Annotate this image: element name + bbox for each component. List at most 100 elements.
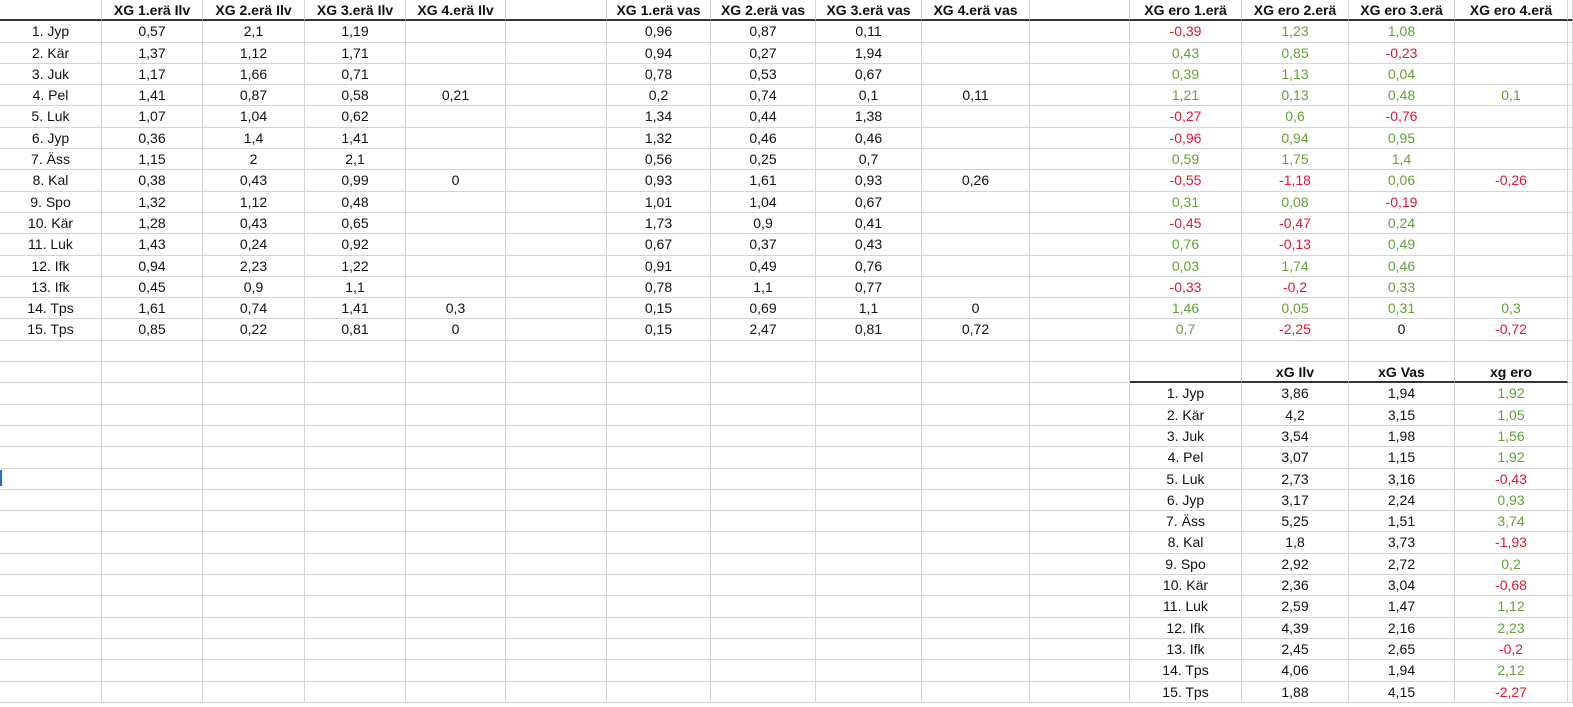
xg-ero-cell[interactable]: 0,46 <box>1349 255 1455 277</box>
cell[interactable] <box>922 553 1030 576</box>
cell[interactable] <box>1568 383 1573 405</box>
xg-vas-cell[interactable] <box>922 255 1030 277</box>
cell[interactable] <box>203 660 305 682</box>
cell[interactable] <box>1568 191 1573 213</box>
xg-ero-cell[interactable]: 1,46 <box>1130 298 1242 320</box>
xg-ero-cell[interactable]: 0,13 <box>1242 85 1349 107</box>
cell[interactable] <box>1030 63 1130 86</box>
xg-ilv-cell[interactable]: 1,28 <box>102 212 203 235</box>
cell[interactable] <box>0 447 102 469</box>
xg-ero-cell[interactable]: 0,1 <box>1455 85 1568 107</box>
summary-xg-ero[interactable]: 2,12 <box>1455 660 1568 682</box>
summary-xg-ilv[interactable]: 3,07 <box>1242 447 1349 469</box>
cell[interactable] <box>102 511 203 533</box>
cell[interactable] <box>711 575 816 597</box>
summary-team-label[interactable]: 8. Kal <box>1130 532 1242 554</box>
cell[interactable] <box>1568 276 1573 299</box>
cell[interactable] <box>1130 340 1242 363</box>
column-header-ilv[interactable]: XG 4.erä Ilv <box>406 0 506 22</box>
xg-ilv-cell[interactable]: 1,19 <box>305 21 406 43</box>
summary-header[interactable]: xG Ilv <box>1242 362 1349 384</box>
cell[interactable] <box>506 127 607 150</box>
summary-xg-vas[interactable]: 2,16 <box>1349 617 1455 639</box>
xg-vas-cell[interactable]: 0,53 <box>711 63 816 86</box>
cell[interactable] <box>816 362 922 384</box>
summary-team-label[interactable]: 12. Ifk <box>1130 617 1242 639</box>
cell[interactable] <box>1568 468 1573 490</box>
cell[interactable] <box>506 404 607 426</box>
cell[interactable] <box>1568 553 1573 576</box>
cell[interactable] <box>102 596 203 618</box>
summary-team-label[interactable]: 3. Juk <box>1130 425 1242 448</box>
xg-ilv-cell[interactable]: 1,17 <box>102 63 203 86</box>
cell[interactable] <box>711 425 816 448</box>
xg-ilv-cell[interactable]: 0,21 <box>406 85 506 107</box>
cell[interactable] <box>203 383 305 405</box>
cell[interactable] <box>1349 340 1455 363</box>
cell[interactable] <box>305 340 406 363</box>
xg-vas-cell[interactable]: 1,04 <box>711 191 816 213</box>
team-label[interactable]: 1. Jyp <box>0 21 102 43</box>
xg-vas-cell[interactable]: 1,1 <box>816 298 922 320</box>
cell[interactable] <box>305 362 406 384</box>
xg-ero-cell[interactable]: 1,21 <box>1130 85 1242 107</box>
summary-xg-ilv[interactable]: 3,17 <box>1242 489 1349 512</box>
cell[interactable] <box>816 532 922 554</box>
xg-ero-cell[interactable] <box>1455 63 1568 86</box>
cell[interactable] <box>506 191 607 213</box>
summary-xg-ilv[interactable]: 4,06 <box>1242 660 1349 682</box>
cell[interactable] <box>305 617 406 639</box>
xg-vas-cell[interactable]: 0,15 <box>607 319 711 341</box>
xg-ilv-cell[interactable]: 0,24 <box>203 234 305 256</box>
cell[interactable] <box>406 404 506 426</box>
cell[interactable] <box>607 660 711 682</box>
summary-xg-ero[interactable]: 1,05 <box>1455 404 1568 426</box>
xg-vas-cell[interactable]: 0,43 <box>816 234 922 256</box>
cell[interactable] <box>102 447 203 469</box>
xg-ilv-cell[interactable]: 0,99 <box>305 170 406 192</box>
summary-xg-ilv[interactable]: 1,88 <box>1242 681 1349 703</box>
xg-ilv-cell[interactable]: 1,43 <box>102 234 203 256</box>
cell[interactable] <box>711 532 816 554</box>
cell[interactable] <box>203 638 305 661</box>
xg-ilv-cell[interactable]: 0,65 <box>305 212 406 235</box>
summary-xg-vas[interactable]: 1,94 <box>1349 383 1455 405</box>
cell[interactable] <box>607 553 711 576</box>
cell[interactable] <box>1455 340 1568 363</box>
xg-vas-cell[interactable]: 0,72 <box>922 319 1030 341</box>
xg-ilv-cell[interactable] <box>406 234 506 256</box>
cell[interactable] <box>711 489 816 512</box>
xg-vas-cell[interactable]: 0,25 <box>711 149 816 171</box>
cell[interactable] <box>922 425 1030 448</box>
cell[interactable] <box>1130 362 1242 384</box>
cell[interactable] <box>1242 340 1349 363</box>
xg-ilv-cell[interactable]: 1,41 <box>102 85 203 107</box>
cell[interactable] <box>816 447 922 469</box>
xg-ero-cell[interactable]: 0,33 <box>1349 276 1455 299</box>
xg-ilv-cell[interactable]: 1,04 <box>203 106 305 128</box>
cell[interactable] <box>922 511 1030 533</box>
xg-ero-cell[interactable]: 1,23 <box>1242 21 1349 43</box>
xg-vas-cell[interactable] <box>922 127 1030 150</box>
summary-team-label[interactable]: 1. Jyp <box>1130 383 1242 405</box>
cell[interactable] <box>1030 532 1130 554</box>
summary-xg-vas[interactable]: 1,47 <box>1349 596 1455 618</box>
xg-ilv-cell[interactable]: 1,37 <box>102 42 203 64</box>
cell[interactable] <box>305 468 406 490</box>
xg-ilv-cell[interactable] <box>406 149 506 171</box>
xg-ero-cell[interactable]: 0,3 <box>1455 298 1568 320</box>
cell[interactable] <box>1568 42 1573 64</box>
xg-ilv-cell[interactable]: 0,36 <box>102 127 203 150</box>
xg-ero-cell[interactable]: -0,33 <box>1130 276 1242 299</box>
xg-ero-cell[interactable]: -0,27 <box>1130 106 1242 128</box>
cell[interactable] <box>1568 660 1573 682</box>
cell[interactable] <box>506 553 607 576</box>
cell[interactable] <box>1030 489 1130 512</box>
cell[interactable] <box>506 21 607 43</box>
xg-ilv-cell[interactable]: 0,9 <box>203 276 305 299</box>
xg-ero-cell[interactable] <box>1455 42 1568 64</box>
xg-ero-cell[interactable]: 1,74 <box>1242 255 1349 277</box>
cell[interactable] <box>1568 340 1573 363</box>
cell[interactable] <box>0 596 102 618</box>
xg-vas-cell[interactable]: 2,47 <box>711 319 816 341</box>
